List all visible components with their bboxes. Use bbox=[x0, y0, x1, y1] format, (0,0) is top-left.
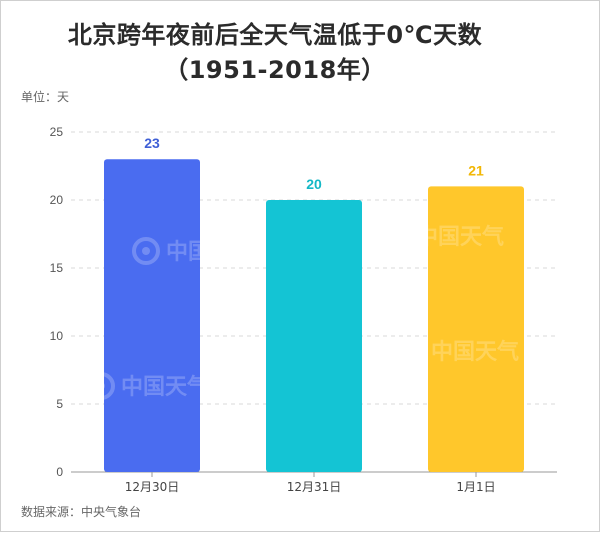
chart-title: 北京跨年夜前后全天气温低于0℃天数 bbox=[67, 21, 483, 49]
y-tick-label: 25 bbox=[50, 125, 64, 139]
unit-label: 单位：天 bbox=[21, 90, 70, 104]
y-tick-label: 15 bbox=[50, 261, 64, 275]
source-label: 数据来源：中央气象台 bbox=[21, 505, 142, 519]
bar bbox=[104, 159, 200, 472]
watermark-logo: 中国天气 bbox=[382, 222, 504, 250]
y-tick-label: 5 bbox=[56, 397, 63, 411]
watermark-icon-center bbox=[392, 232, 400, 240]
watermark-text: 中国天气 bbox=[416, 224, 504, 250]
watermark-icon-center bbox=[142, 247, 150, 255]
watermark-icon bbox=[132, 237, 160, 265]
watermark-text: 中国天气 bbox=[121, 374, 209, 400]
watermark-text: 中国天气 bbox=[431, 339, 519, 365]
watermark-text: 中国天气 bbox=[166, 239, 254, 265]
y-tick-label: 20 bbox=[50, 193, 64, 207]
bar bbox=[266, 200, 362, 472]
bar bbox=[428, 186, 524, 472]
watermark-icon bbox=[87, 372, 115, 400]
x-tick-label: 12月31日 bbox=[287, 480, 342, 494]
watermark-logo: 中国天气 bbox=[132, 237, 254, 265]
y-tick-label: 10 bbox=[50, 329, 64, 343]
watermark-logo: 中国天气 bbox=[87, 372, 209, 400]
x-tick-label: 1月1日 bbox=[456, 480, 495, 494]
watermark-icon-center bbox=[97, 382, 105, 390]
x-tick-label: 12月30日 bbox=[125, 480, 180, 494]
y-tick-label: 0 bbox=[56, 465, 63, 479]
bar-value-label: 20 bbox=[306, 176, 322, 192]
watermark-icon-center bbox=[407, 347, 415, 355]
chart-subtitle: （1951-2018年） bbox=[164, 56, 386, 84]
watermark-icon bbox=[397, 337, 425, 365]
bar-value-label: 21 bbox=[468, 162, 484, 178]
watermark-icon bbox=[382, 222, 410, 250]
watermark-logo: 中国天气 bbox=[397, 337, 519, 365]
bar-value-label: 23 bbox=[144, 135, 160, 151]
